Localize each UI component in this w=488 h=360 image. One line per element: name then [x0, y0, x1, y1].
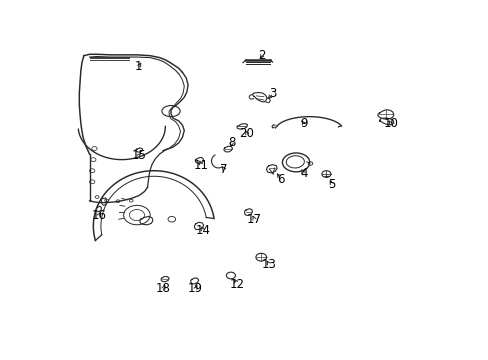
- Text: 11: 11: [193, 159, 208, 172]
- Text: 16: 16: [91, 208, 106, 221]
- Text: 3: 3: [269, 87, 277, 100]
- Text: 8: 8: [227, 136, 235, 149]
- Text: 12: 12: [229, 278, 244, 291]
- Text: 2: 2: [258, 49, 265, 62]
- Text: 9: 9: [299, 117, 307, 130]
- Text: 15: 15: [131, 149, 146, 162]
- Text: 19: 19: [188, 282, 203, 295]
- Text: 5: 5: [328, 178, 335, 191]
- Text: 14: 14: [195, 224, 210, 237]
- Text: 7: 7: [220, 163, 227, 176]
- Text: 20: 20: [239, 127, 254, 140]
- Text: 18: 18: [156, 282, 170, 295]
- Text: 6: 6: [277, 172, 284, 185]
- Text: 1: 1: [135, 60, 142, 73]
- Text: 4: 4: [299, 167, 307, 180]
- Text: 10: 10: [383, 117, 397, 130]
- Text: 17: 17: [246, 213, 262, 226]
- Text: 13: 13: [262, 258, 276, 271]
